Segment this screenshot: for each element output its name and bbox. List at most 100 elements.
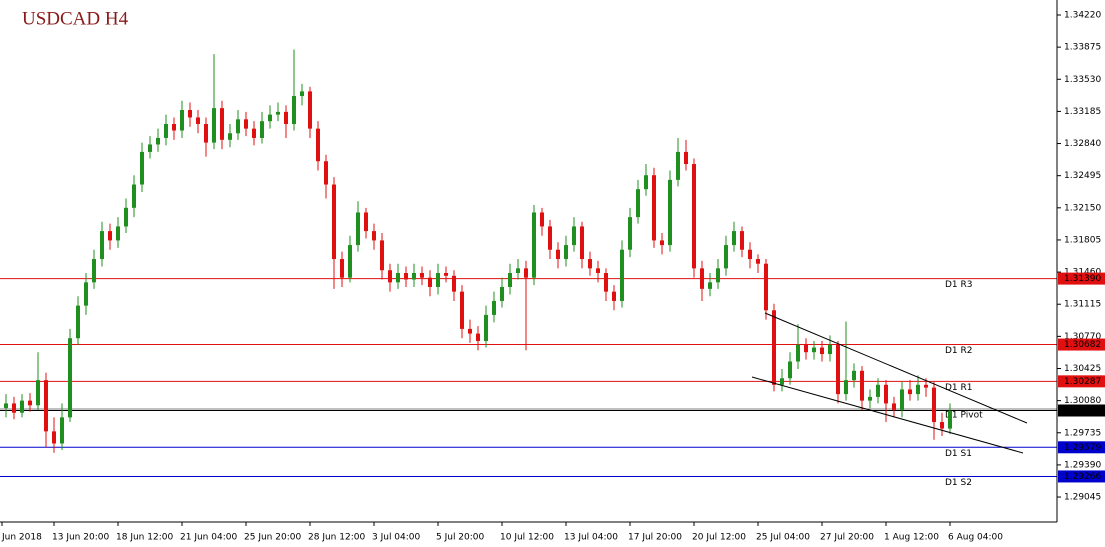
candle-body: [12, 403, 16, 413]
price-box-label: 1.30287: [1064, 377, 1101, 387]
candle-body: [612, 291, 616, 301]
candle-body: [820, 347, 824, 355]
candle-body: [812, 347, 816, 353]
candle-body: [372, 231, 376, 241]
candle-body: [236, 119, 240, 134]
candle-body: [564, 245, 568, 260]
candle-body: [124, 207, 128, 227]
candle-body: [932, 387, 936, 423]
levels: D1 R3 D1 R2 D1 R1 D1 Pivot D1 S1 D1 S2: [0, 278, 1057, 488]
y-tick-label: 1.32840: [1064, 139, 1101, 149]
candle-body: [44, 380, 48, 432]
x-tick-label: 18 Jun 12:00: [116, 533, 173, 543]
candle-body: [292, 96, 296, 124]
trend-line: [764, 312, 1028, 424]
candle-body: [4, 403, 8, 409]
candle-body: [852, 370, 856, 381]
candle-body: [700, 268, 704, 289]
x-tick-label: 25 Jun 20:00: [244, 533, 301, 543]
candle-body: [524, 268, 528, 278]
price-box-label: 1.30682: [1064, 340, 1101, 350]
candle-body: [468, 328, 472, 334]
price-box: [1058, 272, 1105, 285]
candle-body: [380, 240, 384, 271]
candle-body: [84, 282, 88, 306]
x-tick-label: 21 Jun 04:00: [180, 533, 237, 543]
candle-body: [476, 333, 480, 342]
candle-body: [164, 123, 168, 138]
candle-body: [580, 226, 584, 260]
candle-body: [892, 403, 896, 410]
price-box: [1058, 441, 1105, 454]
candle-body: [924, 384, 928, 388]
x-tick-label: 6 Aug 04:00: [948, 533, 1003, 543]
candle-body: [796, 344, 800, 362]
y-tick-label: 1.29735: [1064, 428, 1101, 438]
candle-body: [444, 273, 448, 276]
y-tick-label: 1.30770: [1064, 332, 1101, 342]
price-box: [1058, 375, 1105, 388]
candle-body: [436, 273, 440, 287]
candle-body: [20, 400, 24, 413]
candle-body: [252, 128, 256, 138]
candle-body: [684, 151, 688, 165]
price-box-label: 1.29579: [1064, 443, 1101, 453]
candle-body: [76, 305, 80, 339]
candle-body: [708, 282, 712, 289]
candle-body: [324, 161, 328, 185]
x-tick-label: 5 Jul 20:00: [436, 533, 485, 543]
candle-body: [884, 384, 888, 404]
candle-body: [484, 314, 488, 342]
y-tick-label: 1.32150: [1064, 203, 1101, 213]
candle-body: [332, 184, 336, 260]
x-tick-label: Jun 2018: [1, 533, 42, 543]
candle-body: [60, 417, 64, 444]
candle-body: [756, 259, 760, 264]
candle-body: [452, 275, 456, 292]
candle-body: [628, 217, 632, 250]
level-name: D1 S2: [945, 478, 972, 488]
candle-body: [948, 410, 952, 429]
y-tick-label: 1.29045: [1064, 493, 1101, 503]
y-tick-label: 1.34220: [1064, 10, 1101, 20]
candle-body: [244, 119, 248, 129]
candle-body: [348, 245, 352, 278]
y-tick-label: 1.30425: [1064, 364, 1101, 374]
y-tick-label: 1.32495: [1064, 171, 1101, 181]
candle-body: [596, 268, 600, 274]
price-box-label: 1.31390: [1064, 274, 1101, 284]
candle-body: [692, 164, 696, 269]
price-box: [1058, 404, 1105, 417]
candle-body: [364, 212, 368, 232]
candle-body: [676, 151, 680, 180]
candle-body: [132, 184, 136, 208]
candle-body: [388, 270, 392, 283]
candle-body: [284, 111, 288, 124]
candle-body: [100, 231, 104, 260]
candle-body: [644, 175, 648, 190]
y-tick-label: 1.33875: [1064, 43, 1101, 53]
price-box-label: 1.29974: [1064, 406, 1101, 416]
candle-body: [316, 128, 320, 162]
candle-body: [876, 384, 880, 397]
price-box: [1058, 338, 1105, 351]
candle-body: [404, 273, 408, 280]
candle-body: [668, 179, 672, 246]
y-tick-label: 1.31460: [1064, 268, 1101, 278]
candle-body: [396, 273, 400, 283]
candle-body: [340, 259, 344, 278]
y-tick-label: 1.31115: [1064, 300, 1101, 310]
candle-body: [804, 344, 808, 353]
candle-body: [620, 249, 624, 301]
candle-body: [572, 226, 576, 246]
candle-body: [604, 273, 608, 292]
candle-body: [868, 396, 872, 401]
candle-body: [420, 273, 424, 278]
candle-body: [188, 110, 192, 118]
candle-body: [740, 231, 744, 250]
candle-body: [148, 144, 152, 152]
x-tick-label: 1 Aug 12:00: [884, 533, 939, 543]
candle-body: [716, 268, 720, 283]
